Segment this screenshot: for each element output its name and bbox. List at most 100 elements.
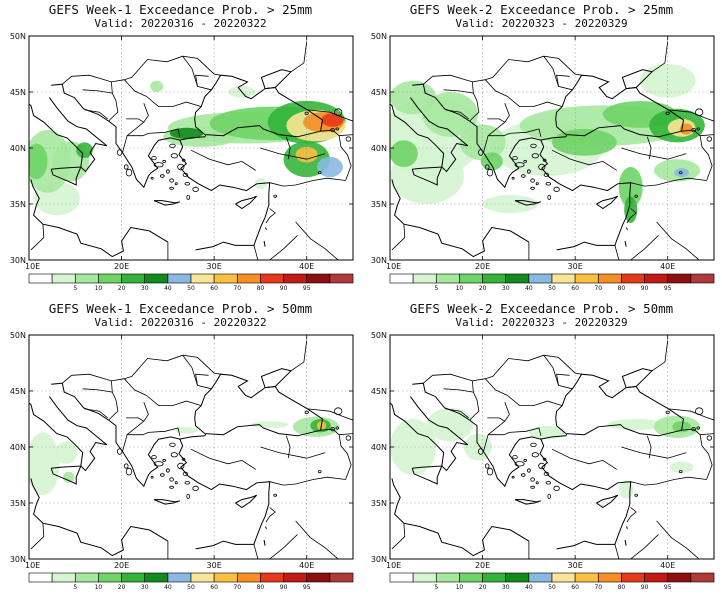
colorbar-label: 30 — [502, 584, 510, 591]
island — [330, 427, 335, 432]
island — [181, 457, 186, 461]
colorbar-swatch — [505, 572, 530, 583]
probability-area — [390, 419, 437, 475]
coastline — [260, 69, 292, 90]
island — [151, 156, 157, 161]
border — [423, 55, 582, 85]
island — [512, 156, 518, 161]
island — [273, 493, 278, 497]
border — [30, 224, 45, 251]
island — [162, 458, 167, 462]
border — [124, 378, 147, 396]
map-content — [390, 36, 714, 260]
island — [678, 470, 683, 474]
island — [477, 149, 484, 156]
island — [170, 452, 178, 458]
island — [665, 410, 670, 414]
colorbar-swatch — [260, 572, 284, 583]
colorbar-swatch — [621, 273, 645, 284]
colorbar-swatch — [98, 572, 122, 583]
border — [485, 378, 508, 396]
island — [125, 168, 133, 177]
island — [150, 176, 154, 180]
island — [527, 169, 531, 174]
colorbar: 5 10 20 30 40 50 60 70 80 90 95 — [389, 572, 715, 591]
border — [629, 534, 659, 559]
border — [190, 149, 257, 171]
island — [530, 485, 535, 489]
island — [542, 158, 547, 162]
colorbar-swatch — [482, 273, 507, 284]
border — [108, 81, 119, 122]
colorbar-swatch — [690, 273, 715, 284]
colorbar-swatch — [644, 273, 669, 284]
colorbar-label: 5 — [73, 584, 77, 591]
coastline — [539, 125, 682, 141]
colorbar-swatch — [690, 572, 715, 583]
colorbar-label: 10 — [95, 285, 103, 292]
colorbar-label: 70 — [233, 285, 241, 292]
border — [260, 147, 326, 160]
colorbar-label: 30 — [141, 584, 149, 591]
border — [253, 544, 259, 559]
y-tick-label: 35N — [371, 200, 387, 209]
colorbar-swatch — [528, 572, 553, 583]
border — [295, 520, 339, 559]
island — [166, 169, 170, 174]
map-background — [390, 335, 714, 559]
coastline — [265, 227, 267, 230]
island — [535, 481, 539, 485]
panel-title: GEFS Week-2 Exceedance Prob. > 50mm — [409, 301, 674, 316]
colorbar-swatch — [389, 273, 414, 284]
probability-area — [150, 80, 164, 92]
island — [174, 481, 178, 485]
border — [487, 118, 506, 123]
coastline — [235, 494, 258, 509]
probability-area — [295, 146, 318, 163]
island — [160, 473, 165, 477]
island — [511, 475, 515, 479]
panel-title: GEFS Week-1 Exceedance Prob. > 50mm — [48, 301, 313, 316]
island — [335, 127, 340, 131]
colorbar-label: 50 — [548, 584, 556, 591]
island — [160, 174, 165, 178]
island — [304, 111, 309, 115]
probability-area — [607, 419, 664, 431]
colorbar-label: 30 — [141, 285, 149, 292]
colorbar-swatch — [190, 572, 215, 583]
colorbar-swatch — [528, 273, 553, 284]
y-tick-label: 45N — [10, 88, 26, 97]
island — [177, 163, 185, 171]
island — [543, 471, 550, 476]
panel-week2-50mm: GEFS Week-2 Exceedance Prob. > 50mm Vali… — [361, 299, 722, 598]
coastline — [30, 179, 169, 258]
colorbar-swatch — [574, 273, 599, 284]
border — [543, 354, 573, 390]
panel-valid-range: Valid: 20220323 - 20220329 — [455, 316, 628, 329]
island — [304, 410, 309, 414]
coastline — [194, 373, 324, 434]
y-tick-label: 50N — [371, 331, 387, 340]
coastline — [29, 396, 108, 472]
coastline — [194, 74, 324, 135]
panel-valid-range: Valid: 20220316 - 20220322 — [94, 316, 267, 329]
border — [195, 373, 209, 386]
coastline — [621, 69, 653, 90]
island — [330, 128, 335, 133]
coastline — [596, 494, 619, 509]
colorbar: 5 10 20 30 40 50 60 70 80 90 95 — [28, 273, 354, 292]
x-tick-label: 10E — [25, 561, 40, 570]
colorbar-label: 10 — [95, 584, 103, 591]
colorbar-label: 50 — [187, 285, 195, 292]
y-tick-label: 40N — [10, 144, 26, 153]
border — [551, 149, 618, 171]
colorbar-swatch — [459, 273, 483, 284]
colorbar-label: 40 — [525, 584, 533, 591]
coastline — [539, 424, 682, 440]
colorbar-swatch — [306, 273, 331, 284]
island — [484, 164, 490, 170]
coastline — [514, 499, 542, 505]
colorbar-label: 95 — [303, 584, 311, 591]
probability-area — [427, 407, 474, 442]
